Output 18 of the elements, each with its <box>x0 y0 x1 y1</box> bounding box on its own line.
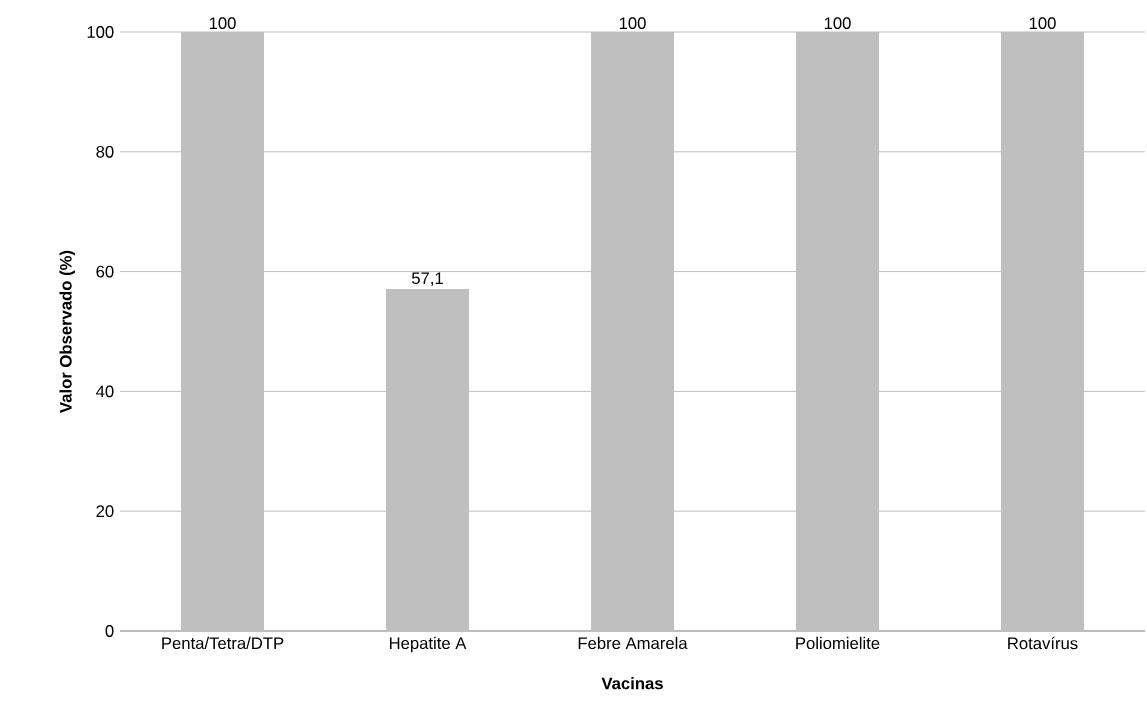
data-label: 57,1 <box>411 272 443 287</box>
y-tick-label: 60 <box>96 265 114 278</box>
y-tick-label: 20 <box>96 505 114 518</box>
y-tick-label: 40 <box>96 385 114 398</box>
data-label: 100 <box>619 17 646 30</box>
y-tick-label: 0 <box>105 625 114 637</box>
x-tick-label: Penta/Tetra/DTP <box>162 636 284 650</box>
y-tick-label: 100 <box>87 26 114 38</box>
y-axis-title: Valor Observado (%) <box>59 250 75 413</box>
x-axis-title: Vacinas <box>601 677 663 690</box>
y-tick-label: 80 <box>96 145 114 158</box>
x-tick-label: Hepatite A <box>389 636 467 653</box>
x-tick-label: Rotavírus <box>1008 636 1078 650</box>
data-label: 100 <box>824 17 851 30</box>
data-label: 100 <box>209 17 236 30</box>
x-tick-label: Febre Amarela <box>578 636 688 650</box>
x-tick-label: Poliomielite <box>796 636 880 650</box>
data-label: 100 <box>1029 17 1056 30</box>
